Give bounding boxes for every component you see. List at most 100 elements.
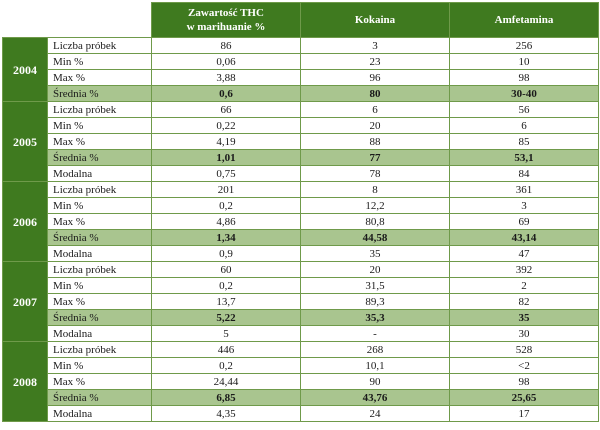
thc-value: 4,86	[151, 213, 301, 230]
row-label: Modalna	[47, 325, 152, 342]
row-label: Liczba próbek	[47, 261, 152, 278]
row-label: Modalna	[47, 245, 152, 262]
amphetamine-value: 361	[449, 181, 599, 198]
cocaine-value: 268	[300, 341, 450, 358]
thc-value: 66	[151, 101, 301, 118]
row-label: Liczba próbek	[47, 101, 152, 118]
row-label: Liczba próbek	[47, 341, 152, 358]
year-cell: 2008	[2, 341, 48, 422]
row-label: Max %	[47, 133, 152, 150]
thc-value: 0,6	[151, 85, 301, 102]
row-label: Min %	[47, 117, 152, 134]
cocaine-value: 89,3	[300, 293, 450, 310]
cocaine-value: 20	[300, 261, 450, 278]
row-label: Modalna	[47, 405, 152, 422]
thc-value: 446	[151, 341, 301, 358]
row-label: Min %	[47, 53, 152, 70]
row-label: Modalna	[47, 165, 152, 182]
amphetamine-value: 98	[449, 69, 599, 86]
amphetamine-value: 10	[449, 53, 599, 70]
thc-value: 0,06	[151, 53, 301, 70]
thc-value: 5,22	[151, 309, 301, 326]
table-row: Min % 0,2 12,2 3	[3, 197, 599, 214]
thc-value: 1,01	[151, 149, 301, 166]
header-row: Zawartość THC w marihuanie % Kokaina Amf…	[2, 2, 599, 38]
year-cell: 2004	[2, 37, 48, 102]
thc-value: 13,7	[151, 293, 301, 310]
row-label: Średnia %	[47, 149, 152, 166]
row-label: Max %	[47, 69, 152, 86]
cocaine-value: 35,3	[300, 309, 450, 326]
table-row: 2007 Liczba próbek 60 20 392	[2, 261, 599, 342]
table-row: Max % 4,86 80,8 69	[3, 213, 599, 230]
table-row: Min % 0,06 23 10	[3, 53, 599, 70]
table-row: Max % 4,19 88 85	[3, 133, 599, 150]
row-label: Max %	[47, 213, 152, 230]
cocaine-value: 23	[300, 53, 450, 70]
header-thc-line2: w marihuanie %	[186, 21, 266, 33]
thc-value: 201	[151, 181, 301, 198]
amphetamine-value: 82	[449, 293, 599, 310]
thc-value: 0,9	[151, 245, 301, 262]
row-label: Min %	[47, 277, 152, 294]
cocaine-value: 77	[300, 149, 450, 166]
table-row: 2004 Liczba próbek 86 3 256	[2, 37, 599, 102]
amphetamine-value: 84	[449, 165, 599, 182]
cocaine-value: 80	[300, 85, 450, 102]
row-label: Średnia %	[47, 85, 152, 102]
thc-value: 0,2	[151, 277, 301, 294]
header-thc: Zawartość THC w marihuanie %	[151, 2, 301, 38]
amphetamine-value: 6	[449, 117, 599, 134]
cocaine-value: 78	[300, 165, 450, 182]
thc-value: 0,75	[151, 165, 301, 182]
amphetamine-value: 85	[449, 133, 599, 150]
row-label: Średnia %	[47, 229, 152, 246]
cocaine-value: 3	[300, 37, 450, 54]
table-row: Średnia % 0,6 80 30-40	[3, 85, 599, 102]
thc-value: 4,19	[151, 133, 301, 150]
cocaine-value: 35	[300, 245, 450, 262]
amphetamine-value: 43,14	[449, 229, 599, 246]
cocaine-value: 12,2	[300, 197, 450, 214]
thc-value: 60	[151, 261, 301, 278]
cocaine-value: 43,76	[300, 389, 450, 406]
amphetamine-value: 30-40	[449, 85, 599, 102]
header-amphetamine: Amfetamina	[449, 2, 599, 38]
amphetamine-value: <2	[449, 357, 599, 374]
table-row: Min % 0,22 20 6	[3, 117, 599, 134]
row-label: Średnia %	[47, 389, 152, 406]
table-row: Modalna 0,75 78 84	[3, 165, 599, 182]
thc-value: 6,85	[151, 389, 301, 406]
row-label: Min %	[47, 197, 152, 214]
row-label: Max %	[47, 293, 152, 310]
row-label: Średnia %	[47, 309, 152, 326]
thc-value: 86	[151, 37, 301, 54]
drug-purity-table: Zawartość THC w marihuanie % Kokaina Amf…	[2, 2, 599, 422]
header-cocaine: Kokaina	[300, 2, 450, 38]
amphetamine-value: 35	[449, 309, 599, 326]
amphetamine-value: 98	[449, 373, 599, 390]
cocaine-value: 80,8	[300, 213, 450, 230]
amphetamine-value: 528	[449, 341, 599, 358]
header-thc-line1: Zawartość THC	[188, 7, 264, 19]
amphetamine-value: 3	[449, 197, 599, 214]
table-row: Max % 3,88 96 98	[3, 69, 599, 86]
thc-value: 4,35	[151, 405, 301, 422]
thc-value: 5	[151, 325, 301, 342]
table-row: Min % 0,2 31,5 2	[3, 277, 599, 294]
year-cell: 2005	[2, 101, 48, 182]
table-row: 2005 Liczba próbek 66 6 56	[2, 101, 599, 182]
cocaine-value: 31,5	[300, 277, 450, 294]
table-row: 2008 Liczba próbek 446 268 528	[2, 341, 599, 422]
thc-value: 24,44	[151, 373, 301, 390]
cocaine-value: 20	[300, 117, 450, 134]
table-row: Modalna 0,9 35 47	[3, 245, 599, 262]
amphetamine-value: 392	[449, 261, 599, 278]
amphetamine-value: 53,1	[449, 149, 599, 166]
row-label: Max %	[47, 373, 152, 390]
amphetamine-value: 256	[449, 37, 599, 54]
table-row: Max % 24,44 90 98	[3, 373, 599, 390]
cocaine-value: 96	[300, 69, 450, 86]
cocaine-value: 88	[300, 133, 450, 150]
table-row: Średnia % 6,85 43,76 25,65	[3, 389, 599, 406]
